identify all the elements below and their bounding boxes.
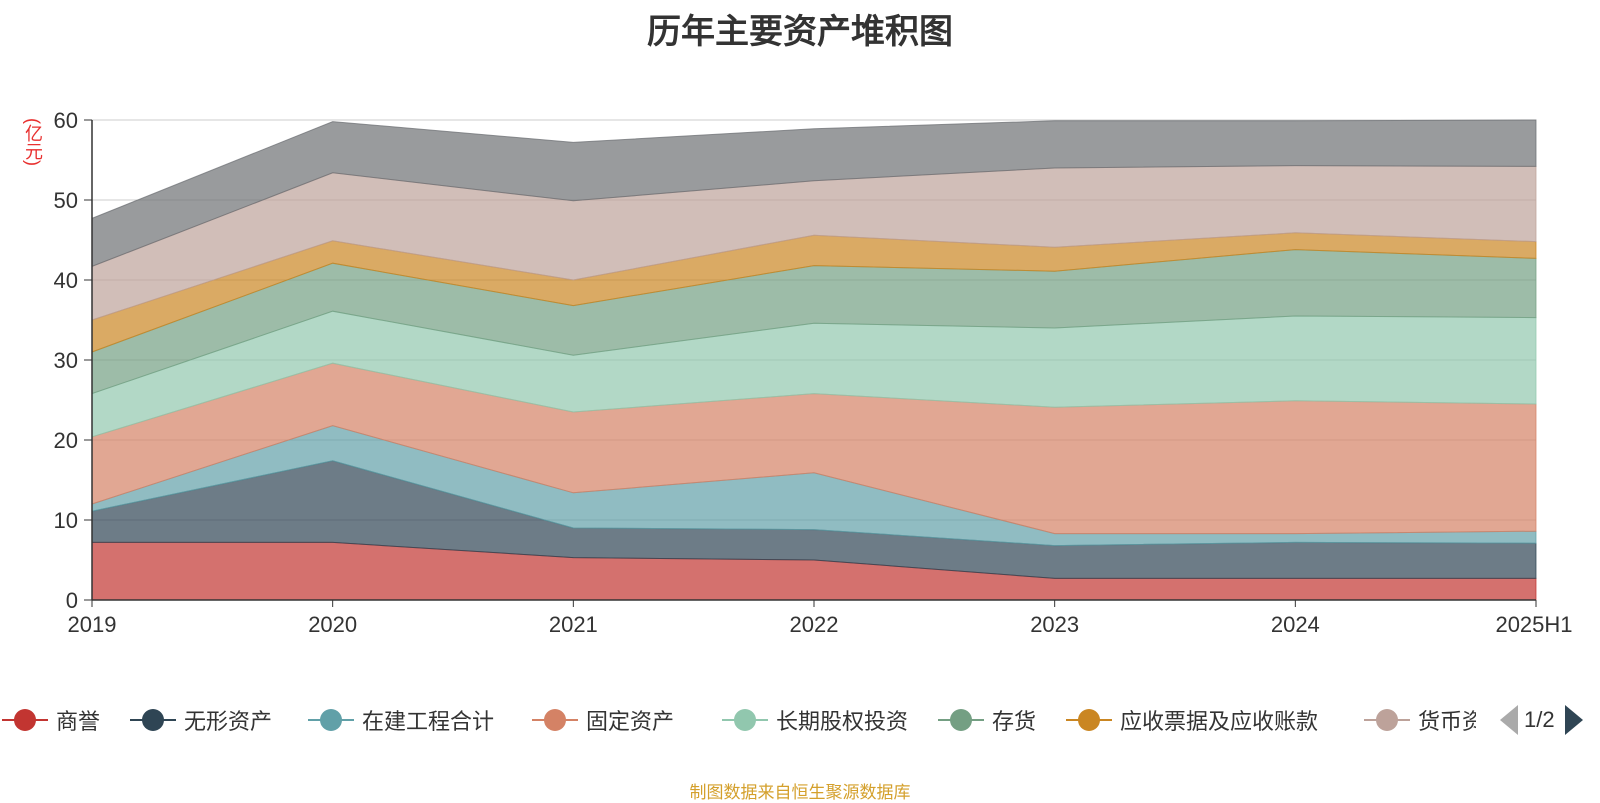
y-tick-label: 50 [54,188,78,213]
legend-item[interactable]: 无形资产 [128,700,272,740]
legend-item[interactable]: 商誉 [0,700,100,740]
chart-title: 历年主要资产堆积图 [647,13,953,51]
legend-item[interactable]: 应收票据及应收账款 [1064,700,1318,740]
legend-marker-icon [1064,700,1114,740]
x-tick-label: 2022 [790,612,839,637]
legend-label: 存货 [992,709,1037,734]
legend-marker-icon [306,700,356,740]
area-series-其他[interactable] [91,119,1537,268]
x-tick-label: 2021 [549,612,598,637]
legend-label: 货币资金 [1418,709,1476,734]
legend-label: 长期股权投资 [776,709,909,734]
y-tick-label: 20 [54,428,78,453]
legend-page-indicator: 1/2 [1524,707,1555,732]
legend-label: 商誉 [56,709,101,734]
y-axis-unit: (亿元) [23,118,43,166]
legend-label: 应收票据及应收账款 [1120,709,1319,734]
legend-items: 商誉 无形资产 在建工程合计 固定资产 长期股权投资 存货 应收票据及应收账款 货币资金 [0,700,1476,740]
area-series [91,119,1537,601]
legend-pager: 1/2 [1500,700,1583,740]
x-tick-label: 2020 [308,612,357,637]
x-tick-label: 2023 [1030,612,1079,637]
legend-item[interactable]: 固定资产 [530,700,674,740]
legend-label: 无形资产 [184,709,273,734]
legend-item[interactable]: 在建工程合计 [306,700,494,740]
legend-prev-page-icon[interactable] [1500,705,1518,735]
y-tick-label: 40 [54,268,78,293]
legend-item[interactable]: 长期股权投资 [720,700,908,740]
data-source-note: 制图数据来自恒生聚源数据库 [689,783,911,802]
legend-item[interactable]: 存货 [936,700,1036,740]
y-tick-label: 60 [54,108,78,133]
legend-marker-icon [936,700,986,740]
legend-next-page-icon[interactable] [1564,705,1583,735]
legend-item[interactable]: 货币资金 [1362,700,1476,740]
legend: 商誉 无形资产 在建工程合计 固定资产 长期股权投资 存货 应收票据及应收账款 货币资金 [0,700,1600,740]
stacked-area-chart: 0 10 20 30 40 50 60 2019 2020 2021 2022 2023 2024 202… [54,108,1573,637]
y-tick-label: 0 [66,588,78,613]
y-tick-label: 30 [54,348,78,373]
legend-marker-icon [720,700,770,740]
x-tick-label: 2025H1 [1495,612,1572,637]
y-tick-label: 10 [54,508,78,533]
legend-marker-icon [1362,700,1412,740]
axes: 0 10 20 30 40 50 60 2019 2020 2021 2022 2023 2024 202… [54,108,1573,637]
legend-marker-icon [0,700,50,740]
legend-marker-icon [530,700,580,740]
legend-marker-icon [128,700,178,740]
legend-label: 固定资产 [586,709,675,734]
x-tick-label: 2019 [68,612,117,637]
legend-label: 在建工程合计 [362,709,495,734]
x-tick-label: 2024 [1271,612,1320,637]
